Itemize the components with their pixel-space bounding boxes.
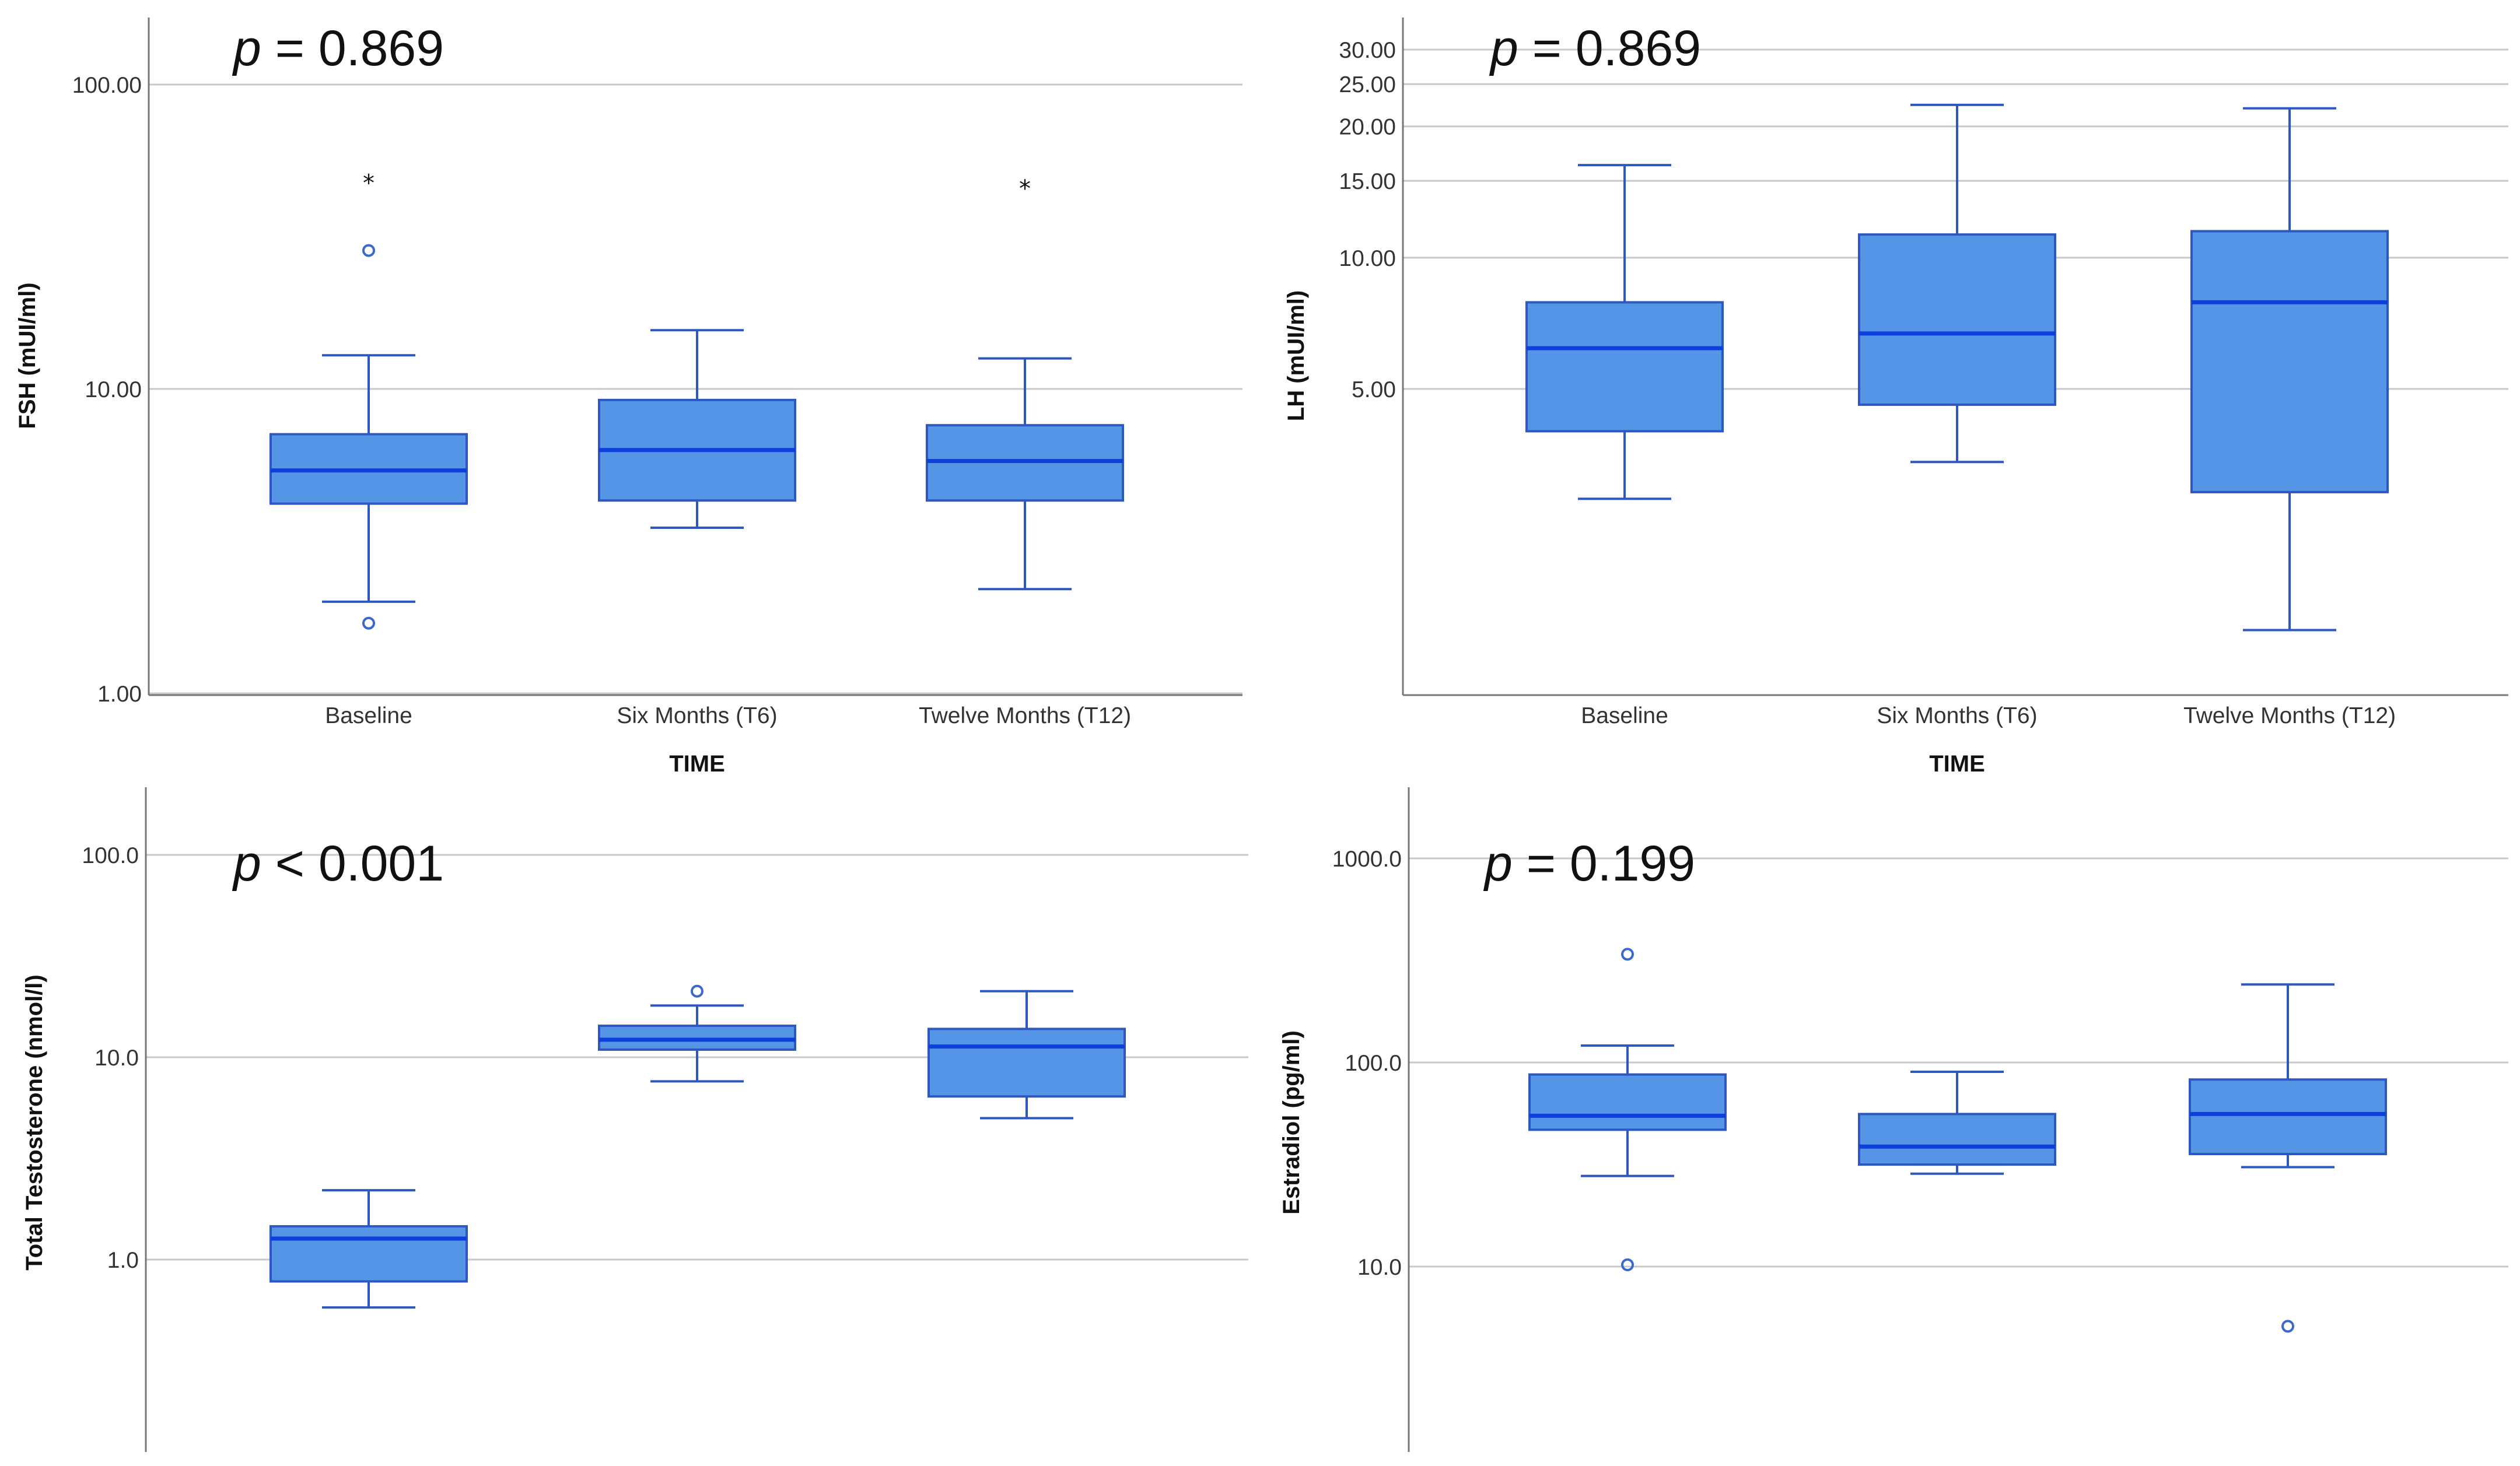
box-estradiol-1 — [1858, 1071, 2056, 1175]
y-axis-title: Total Testosterone (nmol/l) — [22, 974, 47, 1270]
iqr-box — [928, 1027, 1126, 1098]
x-category-label: Six Months (T6) — [617, 703, 777, 728]
y-tick-label: 100.0 — [1345, 1051, 1402, 1076]
chart-panel-lh: 5.00 10.00 15.00 20.00 25.00 30.00 LH (mUI/ml)… — [1283, 17, 2508, 777]
y-axis-title: LH (mUI/ml) — [1283, 290, 1309, 421]
p-value-text: = 0.199 — [1513, 836, 1695, 892]
p-value-annotation: p = 0.869 — [232, 20, 444, 76]
y-tick-label: 25.00 — [1339, 72, 1396, 97]
outlier-point — [1621, 1258, 1634, 1271]
y-tick-label: 10.00 — [85, 377, 142, 402]
outlier-point — [362, 616, 375, 630]
box-lh-0 — [1525, 164, 1724, 500]
outlier-point — [362, 244, 375, 257]
y-tick-label: 20.00 — [1339, 115, 1396, 140]
x-axis-title: TIME — [669, 751, 725, 777]
extreme-point: * — [1019, 176, 1031, 202]
box-testosterone-0 — [270, 1189, 468, 1309]
box-estradiol-0 — [1528, 948, 1727, 1271]
x-category-label: Twelve Months (T12) — [919, 703, 1131, 728]
x-category-label: Twelve Months (T12) — [2183, 703, 2396, 728]
box-testosterone-2 — [928, 990, 1126, 1120]
p-value-text: = 0.869 — [1518, 20, 1701, 76]
x-axis-title: TIME — [1929, 751, 1985, 777]
box-lh-2 — [2190, 107, 2389, 632]
y-tick-label: 5.00 — [1352, 377, 1396, 402]
p-value-annotation: p < 0.001 — [232, 836, 444, 892]
y-tick-label: 30.00 — [1339, 38, 1396, 63]
y-tick-label: 100.0 — [82, 843, 139, 868]
y-tick-label: 1.00 — [97, 682, 142, 707]
iqr-box — [2189, 1078, 2387, 1155]
iqr-box — [2190, 230, 2389, 493]
p-symbol: p — [1483, 836, 1513, 892]
iqr-box — [1858, 233, 2056, 406]
y-tick-label: 10.0 — [94, 1046, 139, 1071]
box-lh-1 — [1858, 103, 2056, 464]
y-tick-label: 1000.0 — [1332, 847, 1402, 872]
chart-panel-fsh: 1.00 10.00 100.00 FSH (mUI/ml) p = 0.869 * Bas… — [15, 17, 1242, 777]
chart-panel-estradiol: 10.0 100.0 1000.0 Estradiol (pg/ml) p = 0.19… — [1279, 787, 2508, 1452]
outlier-point — [2281, 1320, 2294, 1333]
box-testosterone-1 — [598, 984, 796, 1083]
iqr-box — [270, 1225, 468, 1283]
p-value-annotation: p = 0.869 — [1489, 20, 1701, 76]
iqr-box — [1528, 1073, 1727, 1131]
y-axis-title: FSH (mUI/ml) — [15, 282, 40, 429]
p-value-annotation: p = 0.199 — [1483, 836, 1695, 892]
outlier-point — [1621, 948, 1634, 961]
x-category-label: Baseline — [325, 703, 412, 728]
iqr-box — [1858, 1113, 2056, 1166]
box-estradiol-2 — [2189, 983, 2387, 1333]
iqr-box — [1525, 301, 1724, 433]
p-symbol: p — [1489, 20, 1518, 76]
p-value-text: < 0.001 — [261, 836, 444, 892]
x-category-label: Six Months (T6) — [1877, 703, 2037, 728]
y-tick-label: 10.00 — [1339, 246, 1396, 271]
chart-panel-testosterone: 1.0 10.0 100.0 Total Testosterone (nmol/l) p… — [22, 787, 1248, 1452]
y-axis-title: Estradiol (pg/ml) — [1279, 1030, 1304, 1215]
extreme-point: * — [363, 170, 374, 197]
p-value-text: = 0.869 — [261, 20, 444, 76]
p-symbol: p — [232, 20, 261, 76]
box-fsh-0: * — [270, 170, 468, 630]
y-tick-label: 10.0 — [1357, 1255, 1402, 1280]
y-tick-label: 100.00 — [72, 73, 142, 98]
outlier-point — [691, 984, 704, 998]
x-category-label: Baseline — [1581, 703, 1668, 728]
p-symbol: p — [232, 836, 261, 892]
box-fsh-2: * — [926, 176, 1124, 591]
y-tick-label: 1.0 — [107, 1248, 139, 1273]
y-tick-label: 15.00 — [1339, 169, 1396, 194]
box-fsh-1 — [598, 329, 796, 529]
